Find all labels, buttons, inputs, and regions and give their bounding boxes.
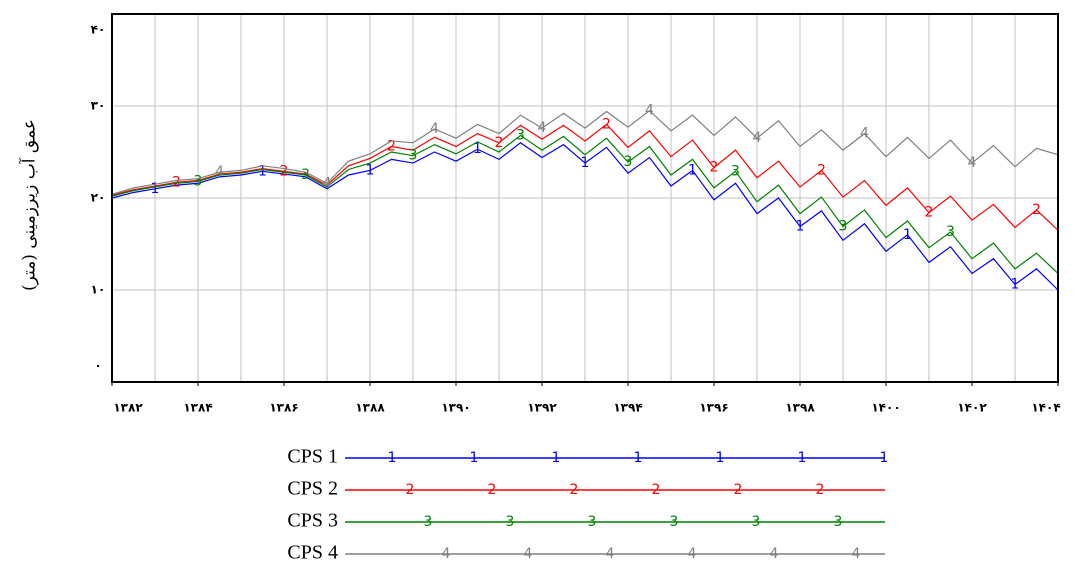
series-marker: 4 xyxy=(430,121,439,137)
y-tick-label: ۳۰ xyxy=(91,99,106,113)
legend-marker: 4 xyxy=(442,546,451,562)
series-marker: 2 xyxy=(817,162,826,178)
legend-marker: 3 xyxy=(588,514,597,530)
x-tick-label: ۱۳۸۶ xyxy=(269,401,298,415)
legend-label: CPS 4 xyxy=(287,542,338,564)
series-marker: 4 xyxy=(645,103,654,119)
series-marker: 3 xyxy=(409,148,418,164)
series-marker: 2 xyxy=(925,205,934,221)
series-marker: 2 xyxy=(495,135,504,151)
legend-marker: 4 xyxy=(524,546,533,562)
series-marker: 4 xyxy=(215,164,224,180)
series-marker: 2 xyxy=(387,138,396,154)
legend-marker: 4 xyxy=(606,546,615,562)
x-tick-label: ۱۳۹۸ xyxy=(785,401,815,415)
legend-marker: 1 xyxy=(634,450,643,466)
series-marker: 3 xyxy=(516,127,525,143)
series-marker: 3 xyxy=(194,173,203,189)
y-tick-label: ۱۰ xyxy=(91,283,106,297)
series-marker: 1 xyxy=(366,162,375,178)
series-marker: 1 xyxy=(473,141,482,157)
legend-marker: 4 xyxy=(770,546,779,562)
series-marker: 3 xyxy=(731,163,740,179)
series-marker: 2 xyxy=(1032,202,1041,218)
series-marker: 4 xyxy=(968,155,977,171)
legend-marker: 4 xyxy=(688,546,697,562)
legend-marker: 4 xyxy=(852,546,861,562)
x-tick-label: ۱۳۹۴ xyxy=(613,401,642,415)
series-marker: 4 xyxy=(860,126,869,142)
legend-label: CPS 3 xyxy=(287,510,338,532)
series-line xyxy=(111,142,1059,291)
series-marker: 3 xyxy=(839,219,848,235)
legend-marker: 2 xyxy=(652,482,661,498)
series-marker: 2 xyxy=(280,163,289,179)
legend-marker: 3 xyxy=(834,514,843,530)
series-marker: 1 xyxy=(1011,276,1020,292)
legend-marker: 1 xyxy=(798,450,807,466)
legend-marker: 3 xyxy=(670,514,679,530)
legend-marker: 3 xyxy=(506,514,515,530)
y-axis-label: عمق آب زیرزمینی (متر) xyxy=(18,119,40,291)
series-marker: 3 xyxy=(946,224,955,240)
x-tick-label: ۱۴۰۲ xyxy=(957,401,987,415)
legend-marker: 2 xyxy=(816,482,825,498)
series-line xyxy=(111,134,1059,274)
series-marker: 1 xyxy=(581,155,590,171)
series-marker: 1 xyxy=(688,162,697,178)
x-tick-label: ۱۳۹۶ xyxy=(699,401,728,415)
series-marker: 1 xyxy=(796,219,805,235)
series-line xyxy=(111,123,1059,231)
legend-label: CPS 2 xyxy=(287,478,338,500)
x-tick-label: ۱۳۹۲ xyxy=(527,401,557,415)
legend-marker: 2 xyxy=(488,482,497,498)
series-marker: 2 xyxy=(602,116,611,132)
series-marker: 1 xyxy=(258,163,267,179)
x-tick-label: ۱۳۸۸ xyxy=(355,401,385,415)
x-tick-label: ۱۳۹۰ xyxy=(441,401,470,415)
series-line xyxy=(111,109,1059,195)
legend-marker: 1 xyxy=(388,450,397,466)
legend-marker: 1 xyxy=(880,450,889,466)
x-tick-label: ۱۳۸۲ xyxy=(113,401,143,415)
legend-marker: 2 xyxy=(570,482,579,498)
legend-marker: 3 xyxy=(752,514,761,530)
x-tick-label: ۱۴۰۰ xyxy=(871,401,900,415)
series-marker: 3 xyxy=(624,154,633,170)
series-marker: 4 xyxy=(538,120,547,136)
series-marker: 2 xyxy=(172,174,181,190)
x-tick-label: ۱۳۸۴ xyxy=(183,401,212,415)
plot-frame xyxy=(111,13,1059,383)
y-tick-label: ۴۰ xyxy=(91,23,106,37)
x-tick-label: ۱۴۰۴ xyxy=(1031,401,1060,415)
legend-marker: 2 xyxy=(406,482,415,498)
y-tick-label: ۲۰ xyxy=(91,191,106,205)
series-marker: 4 xyxy=(323,175,332,191)
series-marker: 1 xyxy=(903,227,912,243)
series-marker: 3 xyxy=(301,167,310,183)
legend-marker: 1 xyxy=(470,450,479,466)
legend-label: CPS 1 xyxy=(287,446,338,468)
series-marker: 2 xyxy=(710,160,719,176)
legend-marker: 1 xyxy=(552,450,561,466)
series-marker: 1 xyxy=(151,181,160,197)
y-tick-label: ۰ xyxy=(94,359,101,373)
legend-marker: 1 xyxy=(716,450,725,466)
legend-marker: 2 xyxy=(734,482,743,498)
legend-marker: 3 xyxy=(424,514,433,530)
series-marker: 4 xyxy=(753,130,762,146)
